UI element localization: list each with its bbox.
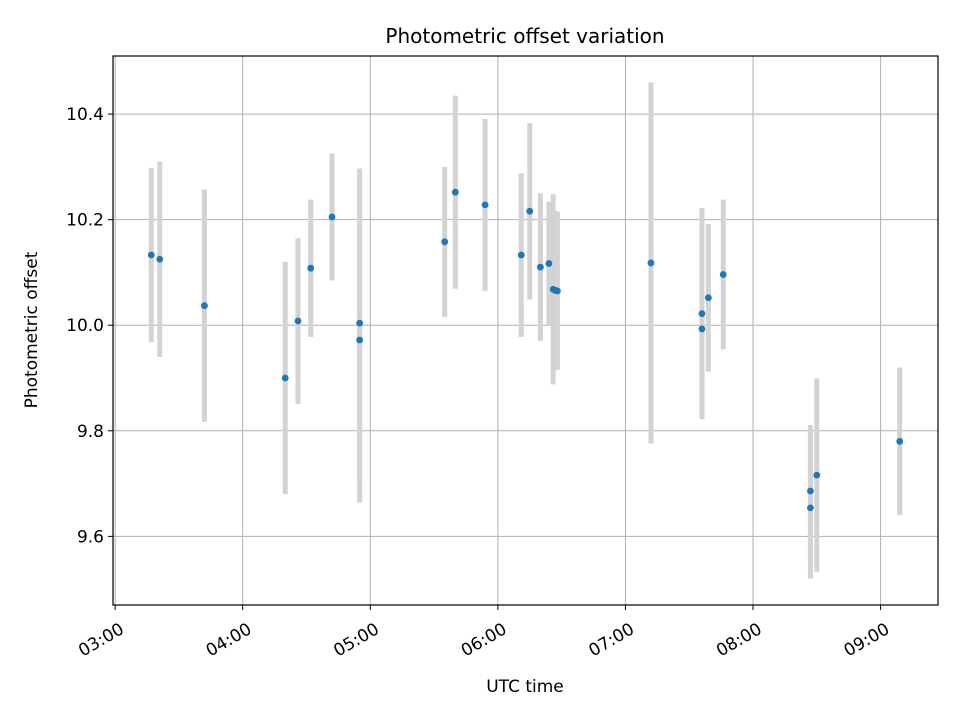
data-point <box>896 437 904 445</box>
x-axis-label: UTC time <box>486 677 564 697</box>
data-point <box>356 319 364 327</box>
data-point <box>281 374 289 382</box>
data-point <box>698 325 706 333</box>
y-tick-label: 9.6 <box>77 527 104 547</box>
data-point <box>536 263 544 271</box>
data-point <box>328 213 336 221</box>
y-axis-ticks: 9.6 9.8 10.0 10.2 10.4 <box>66 105 113 547</box>
y-tick-label: 10.0 <box>66 316 104 336</box>
data-point <box>807 487 814 495</box>
y-tick-label: 10.2 <box>66 211 104 231</box>
data-point <box>807 504 814 512</box>
y-axis-label: Photometric offset <box>22 251 42 408</box>
data-point <box>294 317 302 325</box>
data-point <box>451 188 459 196</box>
data-point <box>356 336 364 344</box>
y-tick-label: 10.4 <box>66 105 104 125</box>
data-points <box>147 188 904 512</box>
data-point <box>156 255 164 263</box>
data-point <box>147 251 155 259</box>
data-point <box>481 201 489 209</box>
data-point <box>704 294 712 302</box>
grid <box>113 56 938 605</box>
data-point <box>647 259 655 267</box>
data-point <box>698 310 706 318</box>
data-point <box>517 251 525 259</box>
chart-title: Photometric offset variation <box>385 24 664 48</box>
data-point <box>545 260 553 267</box>
data-point <box>719 271 727 278</box>
data-point <box>441 238 449 246</box>
y-tick-label: 9.8 <box>77 422 104 442</box>
data-point <box>201 302 208 310</box>
data-point <box>813 471 821 479</box>
data-point <box>307 264 315 272</box>
plot-frame <box>112 55 939 606</box>
data-point <box>526 207 534 215</box>
data-point <box>553 287 561 295</box>
